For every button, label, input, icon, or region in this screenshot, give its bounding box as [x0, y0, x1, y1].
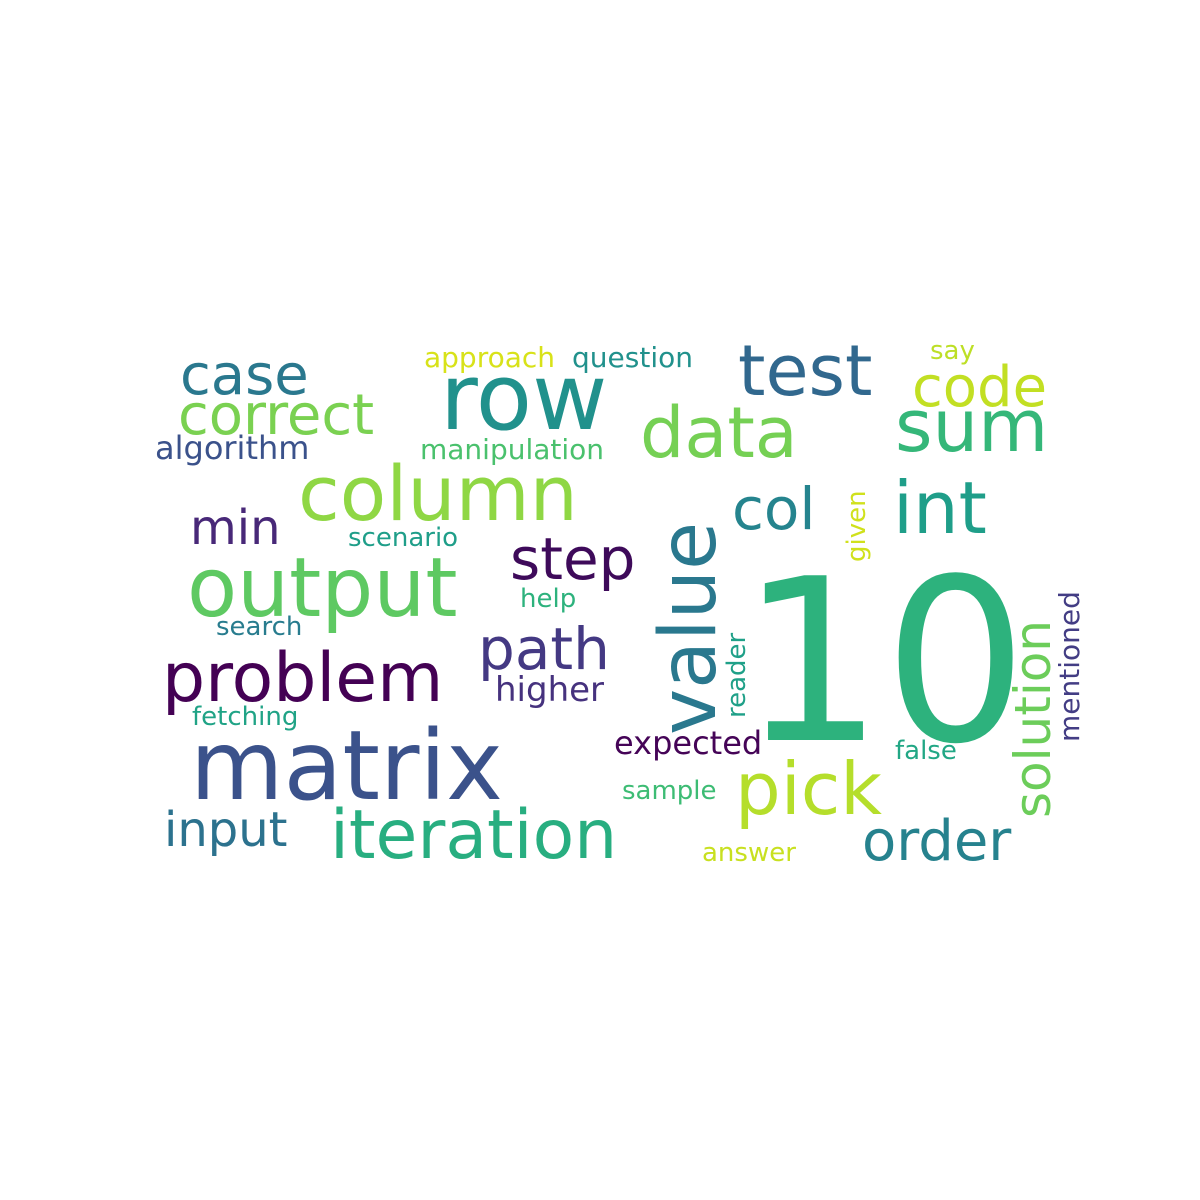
word-test: test	[738, 330, 873, 412]
word-iteration: iteration	[330, 796, 618, 875]
word-problem: problem	[162, 639, 444, 718]
word-higher: higher	[495, 670, 605, 710]
word-order: order	[862, 809, 1012, 874]
word-algorithm: algorithm	[155, 429, 310, 467]
word-row: row	[440, 344, 608, 451]
word-expected: expected	[614, 724, 763, 762]
word-approach: approach	[424, 341, 556, 374]
word-sample: sample	[622, 776, 717, 806]
word-input: input	[164, 802, 288, 858]
word-column: column	[298, 449, 578, 538]
word-solution: solution	[1004, 620, 1062, 818]
word-reader: reader	[722, 632, 752, 718]
word-scenario: scenario	[348, 523, 459, 553]
word-matrix: matrix	[190, 710, 503, 822]
word-answer: answer	[702, 838, 796, 868]
word-correct: correct	[178, 383, 375, 448]
word-fetching: fetching	[192, 702, 299, 732]
word-path: path	[478, 615, 610, 683]
word-sum: sum	[895, 384, 1049, 468]
word-question: question	[572, 341, 693, 374]
word-code: code	[912, 355, 1048, 420]
word-search: search	[216, 612, 303, 642]
word-false: false	[895, 736, 957, 766]
word-value: value	[644, 521, 734, 735]
word-step: step	[510, 525, 636, 593]
word-help: help	[520, 584, 577, 614]
word-col: col	[732, 475, 816, 543]
word-mentioned: mentioned	[1053, 591, 1086, 742]
word-manipulation: manipulation	[420, 433, 605, 466]
word-min: min	[190, 500, 281, 556]
word-pick: pick	[735, 747, 882, 831]
word-given: given	[842, 490, 872, 562]
word-data: data	[640, 392, 798, 474]
word-output: output	[187, 541, 458, 636]
word-10: 10	[740, 531, 1028, 794]
word-int: int	[893, 466, 987, 550]
word-case: case	[180, 343, 309, 408]
word-say: say	[930, 336, 975, 366]
